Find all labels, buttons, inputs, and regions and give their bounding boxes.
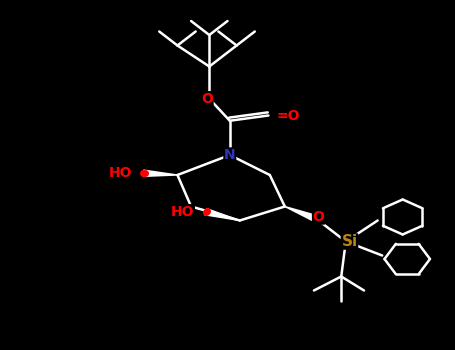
Text: O: O	[313, 210, 324, 224]
Text: HO: HO	[171, 205, 194, 219]
Polygon shape	[204, 209, 240, 220]
Text: =O: =O	[277, 108, 300, 122]
Polygon shape	[285, 206, 318, 222]
Text: O: O	[201, 92, 213, 106]
Polygon shape	[143, 170, 177, 176]
Text: Si: Si	[341, 234, 358, 249]
Text: HO: HO	[108, 166, 132, 180]
Text: N: N	[224, 148, 236, 162]
